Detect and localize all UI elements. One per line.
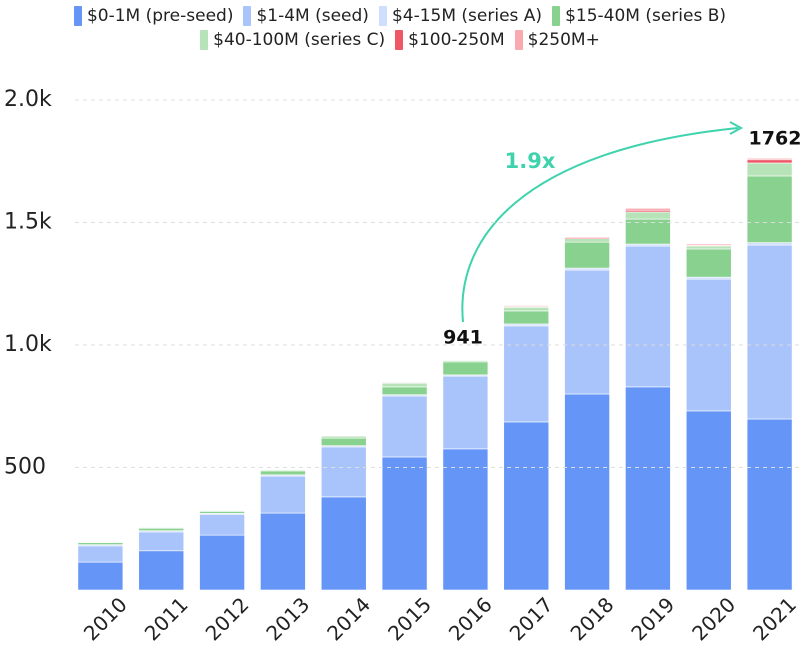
bar-segment (260, 512, 306, 591)
bar-segment (77, 545, 124, 563)
bar-segment (138, 550, 185, 591)
bar-segment (746, 244, 793, 420)
bar-segment (260, 475, 306, 514)
legend-item: $1-4M (seed) (243, 6, 369, 26)
bar-segment (625, 211, 671, 220)
legend-swatch (395, 30, 404, 50)
bar-segment (564, 236, 610, 238)
bar-segment (381, 382, 428, 388)
bar-segment (685, 245, 732, 250)
bars (77, 158, 793, 591)
x-tick-label: 2021 (748, 592, 800, 645)
legend-item: $15-40M (series B) (552, 6, 726, 26)
bar-segment (381, 386, 428, 396)
legend-label: $250M+ (527, 30, 600, 50)
bar-segment (503, 306, 550, 312)
legend-swatch (73, 6, 82, 26)
bar-segment (442, 448, 489, 591)
annotation: 1762 (749, 128, 800, 150)
bar-segment (746, 418, 793, 591)
legend-label: $100-250M (408, 30, 505, 50)
bar-segment (625, 207, 671, 211)
bar-segment (564, 269, 610, 395)
bar-segment (564, 238, 610, 243)
growth-arrow (461, 127, 739, 323)
x-tick-label: 2020 (687, 592, 740, 645)
legend-label: $1-4M (seed) (256, 6, 369, 26)
bar-segment (138, 531, 185, 552)
bar-segment (746, 162, 793, 177)
bar-segment (77, 541, 124, 544)
y-tick-label: 1.0k (4, 332, 52, 357)
bar-segment (564, 241, 610, 269)
legend-swatch (200, 30, 209, 50)
bar-segment (260, 469, 306, 472)
bar-segment (138, 527, 185, 532)
y-tick-label: 1.5k (4, 210, 52, 235)
legend-item: $0-1M (pre-seed) (73, 6, 234, 26)
bar-segment (320, 437, 367, 446)
bar-segment (503, 421, 550, 591)
legend-swatch (514, 30, 523, 50)
bar-segment (320, 496, 367, 591)
bar-segment (685, 410, 732, 591)
bar-segment (381, 395, 428, 458)
bar-segment (442, 361, 489, 376)
legend-swatch (378, 6, 387, 26)
bar-segment (564, 393, 610, 591)
legend-item: $250M+ (514, 30, 600, 50)
legend-swatch (552, 6, 561, 26)
x-tick-label: 2016 (444, 592, 497, 645)
bar-segment (503, 305, 550, 307)
x-tick-label: 2010 (79, 592, 132, 645)
bar-segment (746, 159, 793, 164)
bar-segment (260, 470, 306, 476)
arrow-head (729, 121, 744, 135)
legend: $0-1M (pre-seed) $1-4M (seed) $4-15M (seri… (0, 6, 800, 50)
legend-label: $40-100M (series C) (213, 30, 386, 50)
annotation: 941 (443, 327, 483, 349)
bar-segment (625, 386, 671, 591)
bar-segment (625, 245, 671, 388)
legend-item: $4-15M (series A) (378, 6, 543, 26)
x-tick-label: 2017 (505, 592, 558, 645)
bar-segment (199, 534, 245, 591)
bar-segment (138, 527, 185, 529)
bar-segment (746, 175, 793, 243)
bar-segment (685, 248, 732, 278)
x-tick-label: 2019 (626, 592, 679, 645)
legend-item: $40-100M (series C) (200, 30, 385, 50)
bar-segment (625, 218, 671, 245)
legend-label: $15-40M (series B) (565, 6, 727, 26)
bar-segment (381, 456, 428, 591)
x-tick-label: 2014 (322, 592, 375, 645)
bar-segment (199, 513, 245, 536)
legend-swatch (243, 6, 252, 26)
legend-label: $0-1M (pre-seed) (86, 6, 234, 26)
annotation: 1.9x (505, 149, 556, 173)
bar-segment (77, 561, 124, 591)
bar-segment (503, 325, 550, 423)
bar-segment (503, 310, 550, 325)
legend-item: $100-250M (395, 30, 505, 50)
bar-segment (320, 446, 367, 498)
bar-segment (746, 242, 793, 246)
bar-segment (746, 158, 793, 161)
y-tick-label: 2.0k (4, 87, 52, 112)
bar-segment (685, 243, 732, 246)
x-tick-label: 2013 (261, 592, 314, 645)
legend-label: $4-15M (series A) (391, 6, 543, 26)
x-tick-label: 2012 (201, 592, 254, 645)
bar-segment (199, 510, 245, 512)
x-tick-label: 2015 (383, 592, 436, 645)
bar-segment (442, 375, 489, 450)
x-tick-label: 2018 (566, 592, 619, 645)
y-tick-label: 500 (4, 455, 46, 480)
x-tick-label: 2011 (140, 592, 193, 645)
